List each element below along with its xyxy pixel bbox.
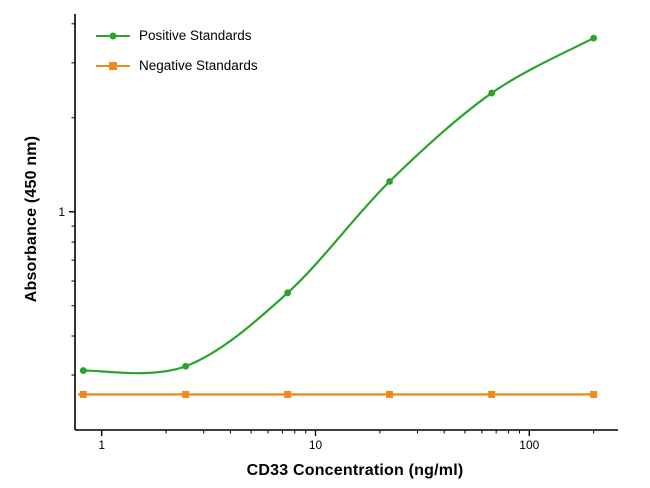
y-axis-title: Absorbance (450 nm) <box>23 135 40 303</box>
svg-text:1: 1 <box>58 205 65 219</box>
square-marker-icon <box>109 61 117 70</box>
legend-label-positive: Positive Standards <box>139 28 252 43</box>
legend: Positive Standards Negative Standards <box>96 28 258 73</box>
svg-text:10: 10 <box>309 438 323 452</box>
legend-item-positive: Positive Standards <box>96 28 258 43</box>
x-axis-title: CD33 Concentration (ng/ml) <box>246 462 464 479</box>
legend-item-negative: Negative Standards <box>96 58 258 73</box>
svg-text:100: 100 <box>519 438 539 452</box>
legend-label-negative: Negative Standards <box>139 58 258 73</box>
positive-series-swatch <box>96 32 130 39</box>
negative-series-swatch <box>96 61 130 70</box>
circle-marker-icon <box>109 32 117 39</box>
svg-text:1: 1 <box>98 438 105 452</box>
